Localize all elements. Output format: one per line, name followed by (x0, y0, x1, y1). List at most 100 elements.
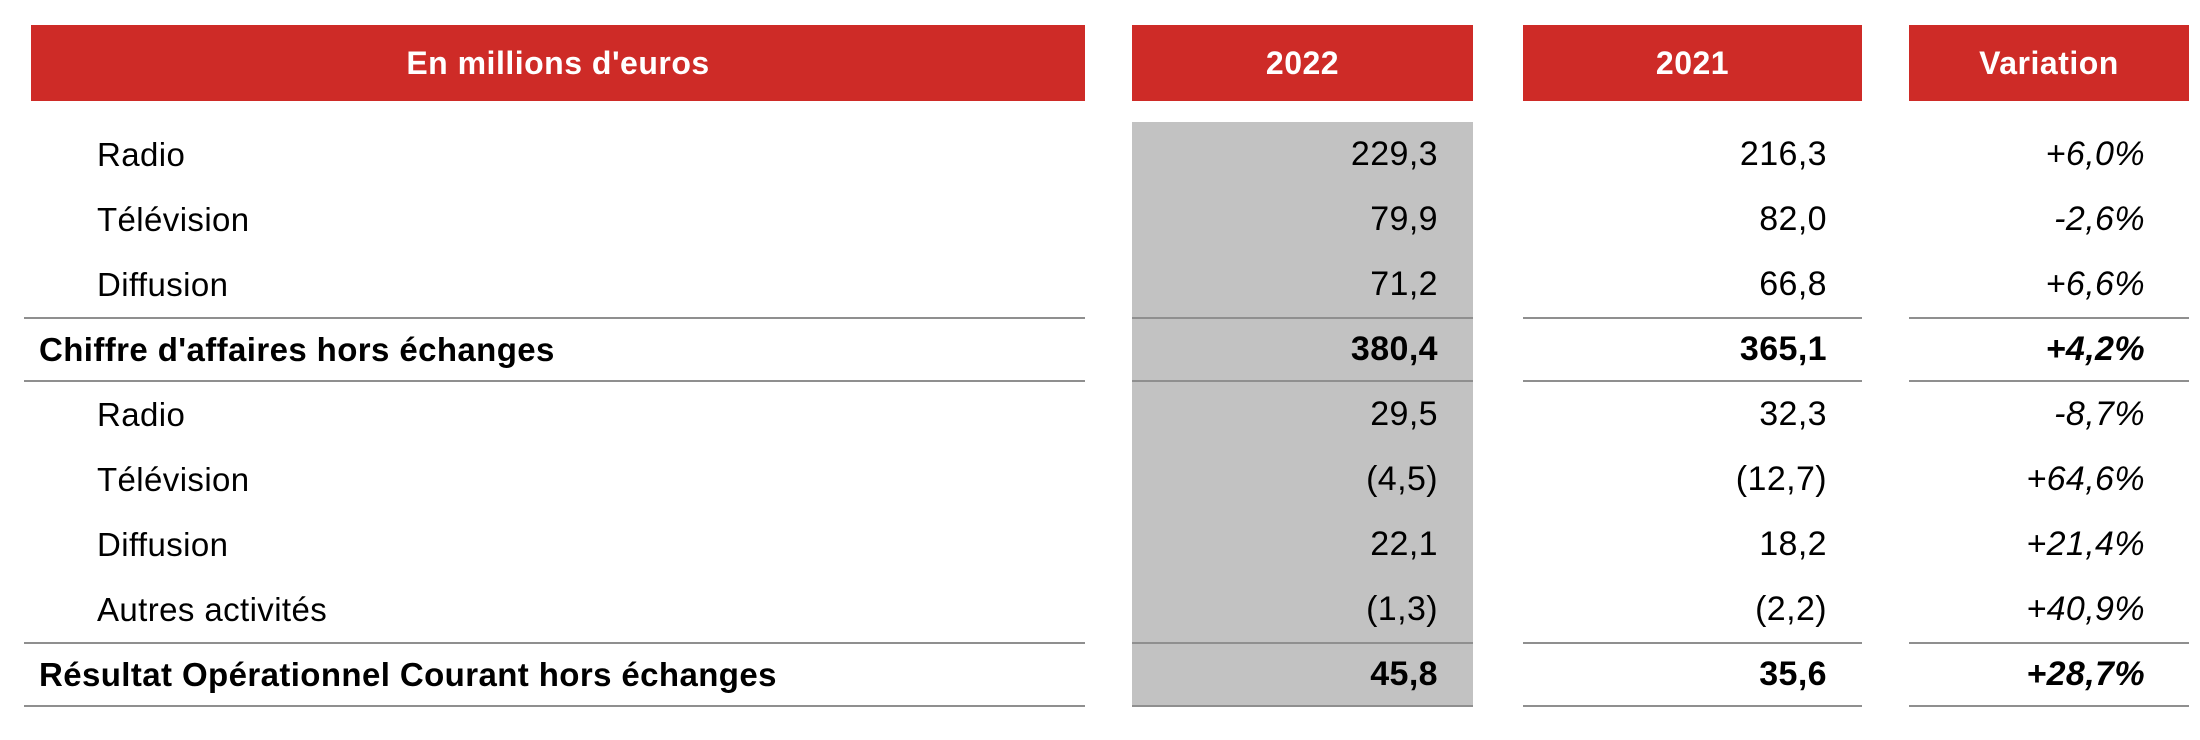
column-gap (1473, 25, 1523, 101)
column-gap (1085, 25, 1132, 101)
left-margin (0, 512, 24, 577)
column-gap (1085, 447, 1132, 512)
row-label: Diffusion (97, 525, 229, 563)
cell-2022-value: 79,9 (1132, 187, 1473, 252)
table-row: Chiffre d'affaires hors échanges 380,4 3… (0, 317, 2200, 382)
column-gap (1862, 122, 1909, 187)
column-gap (1085, 382, 1132, 447)
right-margin (2189, 187, 2200, 252)
row-label: Radio (97, 135, 186, 173)
financial-results-table: En millions d'euros 2022 2021 Variation … (0, 25, 2200, 707)
column-gap (1473, 317, 1523, 382)
column-gap (1862, 25, 1909, 101)
column-gap (1085, 577, 1132, 642)
right-margin (2189, 317, 2200, 382)
left-margin (0, 25, 24, 101)
column-gap (1862, 642, 1909, 707)
column-gap (1473, 382, 1523, 447)
table-row: Télévision 79,9 82,0 -2,6% (0, 187, 2200, 252)
right-margin (2189, 25, 2200, 101)
cell-2021-value: (2,2) (1755, 590, 1827, 628)
row-label: Autres activités (97, 590, 328, 628)
cell-variation-value: +21,4% (2026, 525, 2145, 563)
cell-variation-value: +64,6% (2026, 460, 2145, 498)
cell-2022-value: 71,2 (1132, 252, 1473, 317)
column-gap (1085, 187, 1132, 252)
column-gap (1473, 187, 1523, 252)
column-gap (1085, 122, 1132, 187)
table-row: Autres activités (1,3) (2,2) +40,9% (0, 577, 2200, 642)
cell-variation-value: +4,2% (1909, 317, 2189, 382)
cell-2022-value: 22,1 (1132, 512, 1473, 577)
left-margin (0, 252, 24, 317)
column-gap (1862, 187, 1909, 252)
table-row: Diffusion 71,2 66,8 +6,6% (0, 252, 2200, 317)
cell-2021-value: 35,6 (1523, 642, 1862, 707)
table-row: Résultat Opérationnel Courant hors échan… (0, 642, 2200, 707)
left-margin (0, 447, 24, 512)
right-margin (2189, 382, 2200, 447)
cell-2022-value: 380,4 (1132, 317, 1473, 382)
column-gap (1473, 642, 1523, 707)
table-row: Télévision (4,5) (12,7) +64,6% (0, 447, 2200, 512)
right-margin (2189, 122, 2200, 187)
left-margin (0, 122, 24, 187)
row-label: Télévision (97, 460, 250, 498)
table-header-row: En millions d'euros 2022 2021 Variation (0, 25, 2200, 101)
column-gap (1085, 317, 1132, 382)
column-gap (1862, 252, 1909, 317)
table-row: Diffusion 22,1 18,2 +21,4% (0, 512, 2200, 577)
column-gap (1862, 512, 1909, 577)
cell-2022-value: (1,3) (1132, 577, 1473, 642)
left-margin (0, 642, 24, 707)
left-margin (0, 577, 24, 642)
column-gap (1862, 577, 1909, 642)
header-cell-2021: 2021 (1523, 25, 1862, 101)
right-margin (2189, 577, 2200, 642)
cell-variation-value: +40,9% (2026, 590, 2145, 628)
cell-2022-value: 29,5 (1132, 382, 1473, 447)
cell-variation-value: -8,7% (2054, 395, 2145, 433)
row-label: Résultat Opérationnel Courant hors échan… (24, 642, 1085, 707)
header-cell-variation: Variation (1909, 25, 2189, 101)
cell-2021-value: 216,3 (1739, 135, 1827, 173)
cell-2021-value: 32,3 (1759, 395, 1827, 433)
row-label: Diffusion (97, 265, 229, 303)
column-gap (1085, 512, 1132, 577)
column-gap (1085, 252, 1132, 317)
row-label: Chiffre d'affaires hors échanges (24, 317, 1085, 382)
cell-2021-value: 66,8 (1759, 265, 1827, 303)
row-label: Radio (97, 395, 186, 433)
left-margin (0, 317, 24, 382)
column-gap (1473, 122, 1523, 187)
table-body: Radio 229,3 216,3 +6,0% Télévision 79,9 … (0, 122, 2200, 707)
header-cell-unit: En millions d'euros (31, 25, 1085, 101)
column-gap (1473, 512, 1523, 577)
column-gap (1473, 252, 1523, 317)
cell-2021-value: (12,7) (1735, 460, 1827, 498)
column-gap (1085, 642, 1132, 707)
column-gap (1473, 447, 1523, 512)
cell-2022-value: 45,8 (1132, 642, 1473, 707)
cell-variation-value: +6,0% (2045, 135, 2145, 173)
table-row: Radio 229,3 216,3 +6,0% (0, 122, 2200, 187)
right-margin (2189, 447, 2200, 512)
cell-2021-value: 82,0 (1759, 200, 1827, 238)
left-margin (0, 382, 24, 447)
column-gap (1862, 317, 1909, 382)
cell-variation-value: +6,6% (2045, 265, 2145, 303)
cell-variation-value: -2,6% (2054, 200, 2145, 238)
row-label: Télévision (97, 200, 250, 238)
header-cell-2022: 2022 (1132, 25, 1473, 101)
table-row: Radio 29,5 32,3 -8,7% (0, 382, 2200, 447)
cell-variation-value: +28,7% (1909, 642, 2189, 707)
cell-2022-value: 229,3 (1132, 122, 1473, 187)
column-gap (1473, 577, 1523, 642)
left-margin (0, 187, 24, 252)
cell-2021-value: 365,1 (1523, 317, 1862, 382)
cell-2022-value: (4,5) (1132, 447, 1473, 512)
cell-2021-value: 18,2 (1759, 525, 1827, 563)
column-gap (1862, 447, 1909, 512)
right-margin (2189, 642, 2200, 707)
